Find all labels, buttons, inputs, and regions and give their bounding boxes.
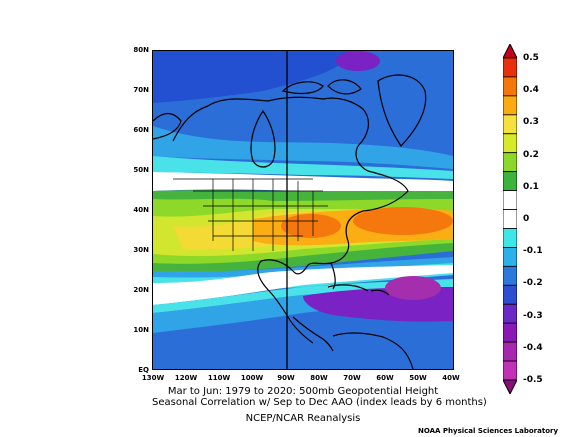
colorbar-segment [502,114,518,135]
colorbar-segment [502,57,518,78]
arctic-islands-1 [281,81,324,95]
florida [330,262,336,290]
lon-tick: 80W [310,374,328,382]
colorbar-label: 0.4 [523,85,539,96]
lat-tick: EQ [138,366,149,374]
lat-tick: 60N [133,126,149,134]
lat-tick: 10N [133,326,149,334]
map-title-line1: Mar to Jun: 1979 to 2020: 500mb Geopoten… [167,386,439,397]
lat-tick: 80N [133,46,149,54]
colorbar-segment [502,360,518,381]
caribbean-islands [370,289,390,296]
colorbar-segment [502,341,518,362]
colorbar-label: -0.1 [523,246,543,257]
colorbar-bottom-arrow [502,379,518,396]
lat-tick: 50N [133,166,149,174]
lon-tick: 50W [409,374,427,382]
correlation-map [152,50,454,370]
lat-tick: 30N [133,246,149,254]
lon-tick: 70W [343,374,361,382]
colorbar-top-arrow [502,42,518,59]
colorbar-label: -0.5 [523,375,543,385]
greenland [377,74,427,147]
correlation-field [153,51,453,369]
colorbar-label: 0.2 [523,149,539,160]
south-america [332,332,414,369]
cuba [327,284,369,292]
lat-tick: 20N [133,286,149,294]
colorbar-segment [502,209,518,229]
colorbar-label: 0 [523,214,530,224]
map-title-line2: Seasonal Correlation w/ Sep to Dec AAO (… [152,397,487,408]
colorbar-segment [502,228,518,248]
lon-tick: 90W [277,374,295,382]
field-cyan-lower [153,279,453,313]
alaska [153,112,182,140]
lat-tick: 70N [133,86,149,94]
arctic-islands-2 [327,79,362,95]
field-white-south [153,265,453,305]
colorbar-label: 0.1 [523,181,539,192]
lab-credit: NOAA Physical Sciences Laboratory [418,427,559,435]
colorbar-segment [502,247,518,267]
field-light-blue-north [153,126,453,169]
colorbar-scale [502,42,518,396]
field-deep-blue-north [153,51,353,103]
dataset-label: NCEP/NCAR Reanalysis [245,413,361,424]
lon-tick: 100W [240,374,264,382]
north-america-coast [172,96,409,344]
colorbar-segment [502,133,518,154]
colorbar [502,42,518,396]
colorbar-label: -0.4 [523,342,543,353]
colorbar-segment [502,152,518,173]
field-white-north [153,172,453,191]
colorbar-label: 0.3 [523,117,539,128]
colorbar-label: 0.5 [523,53,539,63]
colorbar-label: -0.2 [523,278,543,289]
lon-tick: 60W [376,374,394,382]
lon-tick: 120W [174,374,198,382]
colorbar-segment [502,284,518,305]
colorbar-segment [502,190,518,210]
colorbar-segment [502,265,518,286]
colorbar-segment [502,95,518,116]
lon-tick: 110W [207,374,231,382]
state-borders [173,178,328,251]
colorbar-segment [502,76,518,97]
central-america [292,316,334,352]
hudson-bay [250,109,276,168]
field-purple-arctic [336,51,380,71]
colorbar-segment [502,303,518,324]
coastlines [153,74,427,369]
field-orange-core-us [281,214,341,238]
field-magenta-core [385,276,441,300]
lon-tick: 40W [442,374,460,382]
field-orange-core-east [353,207,453,235]
lon-tick: 130W [141,374,165,382]
colorbar-label: -0.3 [523,310,543,321]
lat-tick: 40N [133,206,149,214]
colorbar-segment [502,322,518,343]
colorbar-segment [502,171,518,191]
